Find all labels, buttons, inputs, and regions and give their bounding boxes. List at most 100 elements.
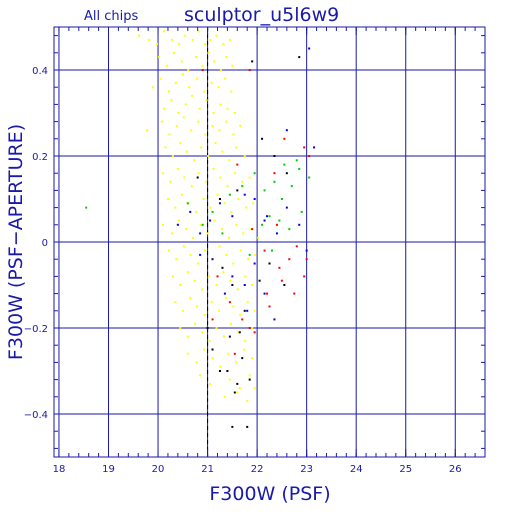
data-point [236, 288, 239, 291]
data-point [300, 210, 303, 213]
data-point [285, 206, 288, 209]
ticks [54, 27, 485, 457]
x-tick-label: 23 [300, 464, 313, 475]
x-tick-label: 26 [449, 464, 462, 475]
data-point [235, 361, 238, 364]
data-point [167, 249, 170, 252]
data-point [295, 245, 298, 248]
data-point [169, 180, 172, 183]
data-point [280, 198, 283, 200]
data-point [146, 129, 149, 132]
data-point [246, 425, 249, 428]
data-point [233, 391, 236, 394]
data-point [223, 77, 226, 80]
data-point [152, 86, 155, 89]
data-point [148, 38, 151, 41]
data-point [222, 335, 225, 338]
chart-title: sculptor_u5l6w9 [184, 4, 339, 26]
data-point [298, 167, 301, 170]
data-point [228, 335, 231, 338]
data-point [170, 99, 173, 102]
data-point [308, 47, 311, 50]
data-point [199, 374, 202, 377]
data-point [216, 275, 219, 278]
data-point [176, 167, 179, 170]
data-point [209, 38, 212, 41]
data-point [199, 223, 202, 226]
data-point [313, 146, 316, 149]
data-point [215, 284, 218, 286]
y-tick-label: 0.2 [32, 152, 48, 163]
data-point [283, 137, 286, 140]
data-point [273, 155, 276, 157]
data-point [220, 228, 223, 231]
data-point [247, 258, 250, 261]
data-point [211, 258, 214, 261]
data-point [238, 331, 241, 334]
data-point [176, 223, 179, 226]
data-point [196, 305, 199, 308]
data-point [251, 327, 254, 329]
data-point [223, 395, 226, 398]
data-point [200, 146, 203, 149]
data-point [186, 202, 189, 205]
data-point [275, 232, 278, 235]
data-point [162, 30, 165, 33]
data-point [223, 292, 226, 295]
data-point [190, 129, 193, 132]
data-point [204, 249, 207, 252]
data-point [235, 223, 238, 226]
data-point [248, 327, 251, 329]
data-point [239, 249, 242, 252]
data-point [263, 292, 266, 295]
data-point [248, 69, 251, 71]
data-point [253, 387, 256, 390]
data-point [174, 301, 177, 304]
data-point [165, 64, 168, 67]
data-point [280, 279, 283, 282]
data-point [218, 370, 221, 372]
data-point [210, 301, 213, 304]
x-tick-label: 18 [53, 464, 66, 475]
data-point [197, 262, 200, 265]
data-point [237, 331, 240, 334]
data-point [232, 133, 235, 136]
data-point [225, 253, 228, 256]
data-point [161, 223, 164, 226]
data-point [186, 335, 189, 338]
data-point [231, 64, 234, 67]
data-point [219, 69, 222, 71]
data-point [171, 155, 174, 157]
data-point [252, 202, 255, 205]
data-point [219, 365, 222, 368]
data-point [231, 425, 234, 428]
data-point [243, 155, 246, 157]
data-point [239, 314, 242, 317]
data-point [162, 107, 165, 110]
data-point [253, 262, 256, 265]
data-point [217, 86, 220, 89]
data-point [290, 185, 293, 188]
data-point [214, 142, 217, 145]
data-point [211, 210, 214, 213]
data-point [261, 223, 264, 226]
data-point [266, 215, 269, 218]
data-point [248, 378, 251, 381]
data-point [253, 331, 256, 334]
data-point [197, 120, 200, 123]
data-point [211, 348, 214, 351]
data-point [251, 228, 254, 231]
data-point [298, 223, 301, 226]
y-tick-label: 0.4 [32, 66, 48, 77]
data-point [235, 146, 238, 149]
data-point [263, 219, 266, 222]
data-point [261, 137, 264, 140]
data-point [278, 266, 281, 269]
data-point [199, 232, 202, 235]
data-point [273, 172, 276, 175]
data-point [190, 185, 193, 188]
data-point [160, 120, 163, 123]
data-point [156, 43, 159, 46]
data-point [138, 34, 141, 37]
